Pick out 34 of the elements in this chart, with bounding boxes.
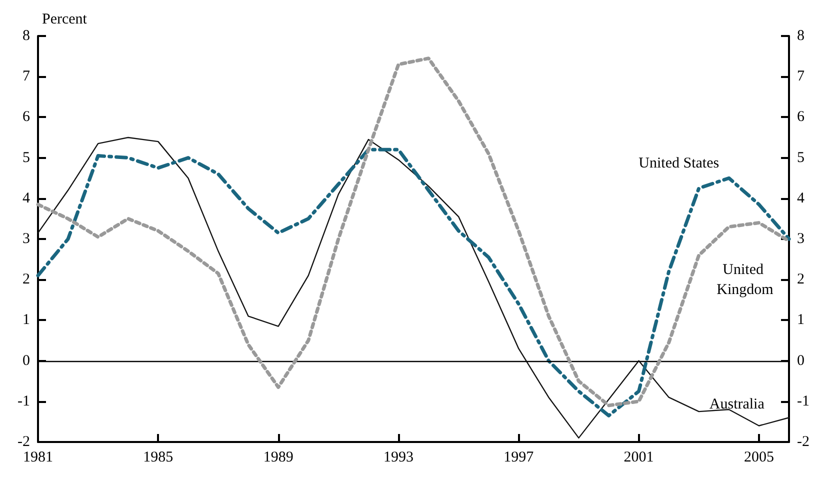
y-tick-label: 6 [22, 109, 30, 126]
y-axis-title: Percent [42, 12, 88, 28]
y2-tick-label: 8 [797, 28, 804, 44]
y-tick-label: 2 [22, 272, 30, 288]
y2-tick-label: 1 [797, 312, 804, 328]
y-tick-label: 1 [22, 312, 30, 328]
y2-tick-label: 3 [797, 231, 804, 247]
series-label: United Kingdom [716, 262, 774, 298]
y2-tick-label: -2 [797, 434, 810, 450]
x-tick-label: 2005 [744, 450, 774, 466]
x-tick-label: 1993 [383, 450, 414, 466]
y2-tick-label: -1 [797, 393, 810, 410]
series-label: United States [638, 155, 720, 172]
y2-tick-label: 2 [797, 272, 804, 288]
line-series [36, 56, 791, 408]
y2-tick-label: 6 [797, 109, 805, 126]
y2-tick-label: 0 [797, 352, 804, 369]
x-tick-label: 1981 [23, 450, 53, 466]
series-label: Australia [709, 396, 765, 413]
y-tick-label: -1 [18, 393, 30, 410]
y-tick-label: 3 [22, 231, 30, 247]
y-tick-label: 4 [22, 190, 30, 206]
x-tick-label: 1989 [263, 450, 294, 466]
x-tick-label: 2001 [624, 450, 654, 466]
y2-tick-label: 7 [797, 68, 805, 85]
y-tick-label: 0 [22, 352, 30, 369]
y-tick-label: 7 [22, 68, 30, 85]
x-tick-label: 1985 [143, 450, 174, 466]
y-tick-label: 8 [22, 28, 30, 44]
x-tick-label: 1997 [504, 450, 534, 466]
y2-tick-label: 4 [797, 190, 805, 206]
y-tick-label: -2 [18, 434, 30, 450]
y2-tick-label: 5 [797, 150, 804, 166]
y-tick-label: 5 [22, 150, 30, 166]
